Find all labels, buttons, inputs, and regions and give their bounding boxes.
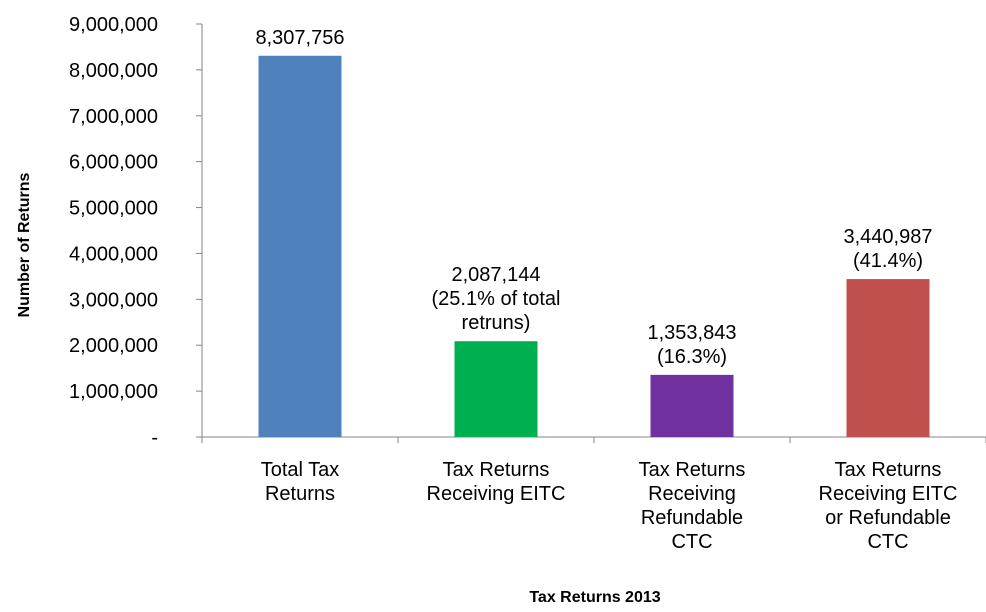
data-label: 2,087,144 (25.1% of total retruns) <box>432 264 561 334</box>
y-tick-label: 4,000,000 <box>69 243 158 265</box>
bars-group <box>258 55 930 438</box>
y-tick-label: 1,000,000 <box>69 381 158 403</box>
x-axis-categories: Total Tax Returns Tax Returns Receiving EIT… <box>261 459 958 553</box>
x-tick-label: Tax Returns Receiving EITC or Refundable CT… <box>819 459 958 553</box>
x-tick-label: Tax Returns Receiving Refundable CTC <box>639 459 746 553</box>
bar <box>454 341 538 437</box>
bar <box>846 279 930 437</box>
y-tick-label: 6,000,000 <box>69 152 158 174</box>
y-tick-label: 8,000,000 <box>69 60 158 82</box>
x-tick-label: Tax Returns Receiving EITC <box>427 459 566 505</box>
x-axis-title: Tax Returns 2013 <box>529 589 660 606</box>
y-tick-label: 7,000,000 <box>69 106 158 128</box>
y-tick-label: 3,000,000 <box>69 289 158 311</box>
data-label: 3,440,987 (41.4%) <box>844 226 933 272</box>
data-labels-group: 8,307,756 2,087,144 (25.1% of total retruns… <box>256 27 933 368</box>
y-tick-label: - <box>151 427 158 449</box>
x-tick-label: Total Tax Returns <box>261 459 340 505</box>
data-label: 1,353,843 (16.3%) <box>648 322 737 368</box>
y-tick-label: 2,000,000 <box>69 335 158 357</box>
y-tick-label: 9,000,000 <box>69 14 158 36</box>
y-tick-label: 5,000,000 <box>69 198 158 220</box>
data-label: 8,307,756 <box>256 27 345 49</box>
bar <box>258 55 342 438</box>
bar <box>650 374 734 437</box>
y-axis-title: Number of Returns <box>16 172 33 317</box>
y-axis-ticks: - 1,000,000 2,000,000 3,000,000 4,000,000 5,0… <box>69 14 986 449</box>
